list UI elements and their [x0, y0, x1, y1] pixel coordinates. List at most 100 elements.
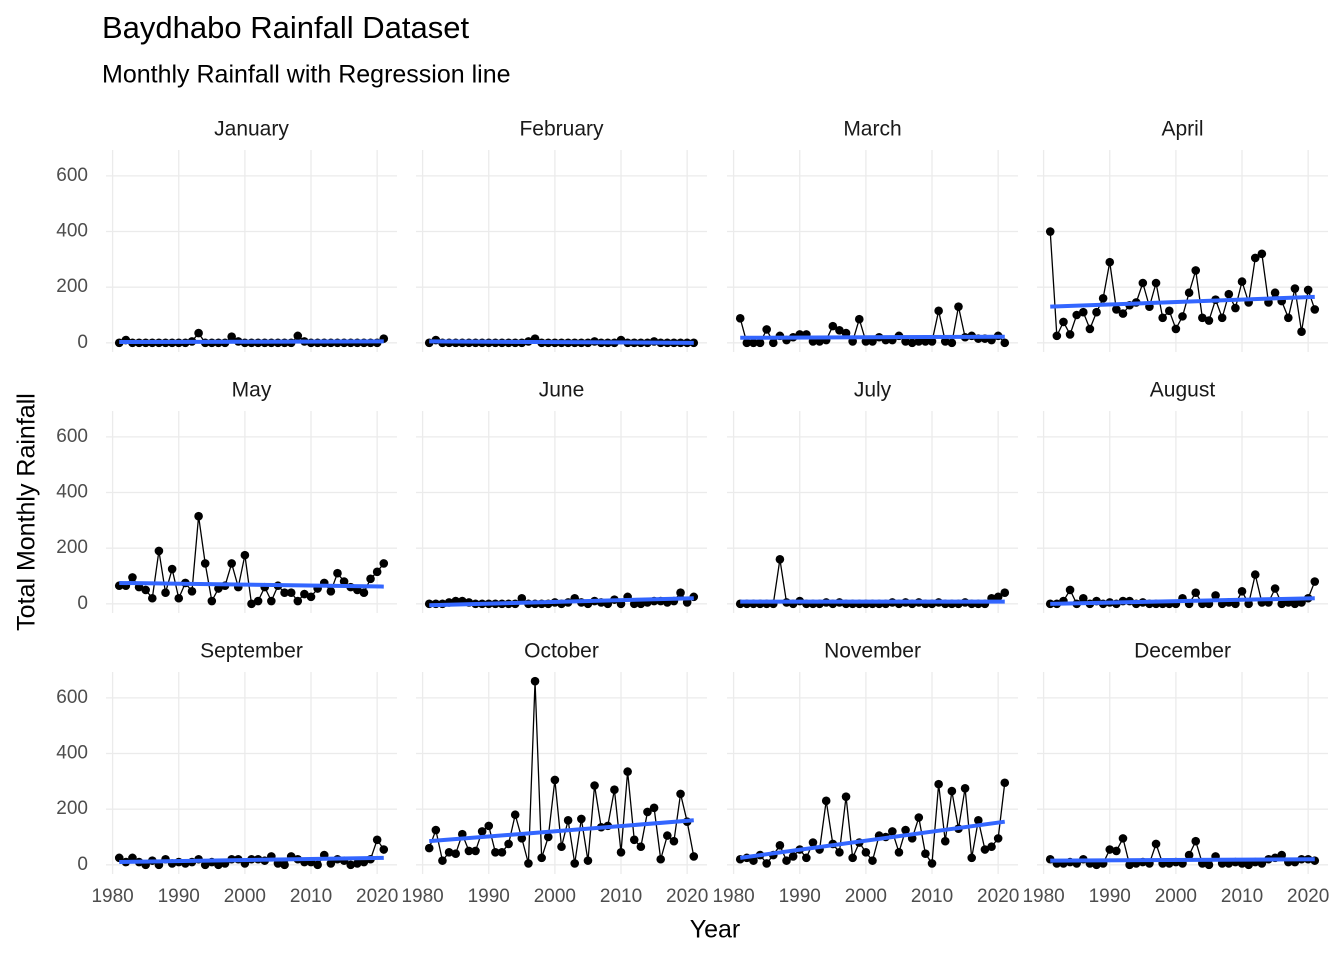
rainfall-point	[861, 847, 871, 857]
rainfall-point	[940, 836, 950, 846]
rainfall-point	[1290, 284, 1300, 293]
rainfall-point	[947, 786, 957, 796]
rainfall-point	[934, 306, 943, 316]
rainfall-point	[835, 325, 844, 335]
rainfall-point	[927, 337, 937, 346]
panel-title: June	[539, 379, 585, 402]
rainfall-point	[1184, 288, 1194, 298]
rainfall-point	[293, 596, 303, 606]
rainfall-point	[901, 337, 910, 346]
rainfall-point	[643, 807, 652, 817]
panel-title: August	[1150, 379, 1216, 402]
x-tick-label: 2010	[911, 886, 953, 907]
rainfall-point	[1118, 834, 1128, 843]
rainfall-point	[557, 842, 566, 852]
x-tick-label: 1990	[158, 886, 200, 907]
rainfall-point	[1158, 313, 1167, 323]
rainfall-point	[313, 860, 322, 870]
regression-line	[740, 334, 1005, 340]
rainfall-point	[808, 838, 818, 847]
panel-title: January	[214, 118, 289, 141]
rainfall-point	[1059, 317, 1068, 327]
rainfall-point	[1151, 278, 1161, 288]
rainfall-point	[280, 588, 289, 597]
rainfall-point	[1164, 306, 1174, 316]
rainfall-point	[1000, 588, 1010, 597]
rainfall-point	[1085, 324, 1095, 334]
rainfall-point	[1191, 266, 1201, 275]
rainfall-point	[1191, 588, 1201, 597]
rainfall-point	[901, 825, 910, 835]
regression-line	[1050, 294, 1315, 309]
rainfall-point	[484, 821, 494, 831]
x-tick-label: 2000	[1155, 886, 1197, 907]
rainfall-point	[247, 599, 256, 609]
rainfall-point	[306, 592, 316, 602]
panel-title: September	[200, 640, 303, 663]
panel-title: October	[524, 640, 599, 663]
rainfall-point	[577, 814, 586, 824]
rainfall-point	[1045, 227, 1055, 236]
rainfall-point	[167, 564, 177, 574]
rainfall-point	[1204, 860, 1214, 870]
rainfall-point	[1052, 331, 1062, 341]
rainfall-point	[1105, 845, 1115, 854]
rainfall-point	[1224, 289, 1234, 299]
y-tick-label: 400	[56, 482, 88, 503]
rainfall-point	[333, 568, 342, 578]
rainfall-point	[1290, 599, 1300, 609]
panel-title: July	[854, 379, 892, 402]
regression-line	[429, 596, 694, 608]
rainfall-point	[1211, 591, 1220, 600]
rainfall-line	[119, 516, 385, 605]
rainfall-point	[1310, 305, 1320, 314]
rainfall-point	[960, 784, 970, 793]
rainfall-point	[788, 852, 798, 861]
rainfall-point	[1151, 839, 1161, 849]
rainfall-point	[1118, 309, 1128, 318]
regression-line	[1050, 857, 1315, 863]
rainfall-point	[762, 325, 771, 334]
rainfall-point	[339, 577, 349, 586]
rainfall-point	[1092, 860, 1101, 870]
x-tick-label: 1990	[779, 886, 821, 907]
regression-line	[1050, 596, 1315, 606]
rainfall-point	[1092, 307, 1101, 317]
rainfall-point	[974, 816, 983, 825]
rainfall-point	[286, 588, 296, 597]
rainfall-point	[379, 559, 389, 568]
rainfall-point	[510, 810, 520, 820]
x-tick-label: 2000	[845, 886, 887, 907]
rainfall-point	[940, 337, 950, 346]
rainfall-point	[200, 559, 210, 568]
rainfall-point	[636, 842, 646, 852]
rainfall-point	[187, 586, 197, 596]
chart-subtitle: Monthly Rainfall with Regression line	[102, 61, 511, 89]
x-tick-label: 2010	[600, 886, 642, 907]
rainfall-point	[1297, 327, 1306, 336]
rainfall-point	[980, 845, 990, 854]
rainfall-point	[1284, 313, 1293, 323]
rainfall-point	[570, 859, 580, 868]
rainfall-point	[775, 841, 785, 850]
rainfall-point	[563, 816, 573, 825]
regression-line	[429, 818, 694, 844]
rainfall-point	[1105, 257, 1115, 267]
regression-line	[739, 819, 1006, 860]
rainfall-point	[1244, 860, 1253, 870]
y-tick-label: 400	[56, 221, 88, 242]
rainfall-point	[1191, 836, 1201, 846]
rainfall-point	[1171, 324, 1181, 334]
rainfall-point	[993, 592, 1003, 602]
rainfall-point	[1277, 850, 1287, 860]
rainfall-point	[161, 588, 170, 597]
rainfall-point	[1303, 285, 1313, 295]
x-tick-label: 2020	[666, 886, 708, 907]
rainfall-point	[854, 314, 864, 324]
rainfall-point	[868, 337, 877, 346]
rainfall-point	[828, 321, 838, 331]
x-tick-label: 2000	[224, 886, 266, 907]
rainfall-point	[755, 338, 765, 348]
x-tick-label: 1980	[712, 886, 754, 907]
x-tick-label: 2020	[356, 886, 398, 907]
